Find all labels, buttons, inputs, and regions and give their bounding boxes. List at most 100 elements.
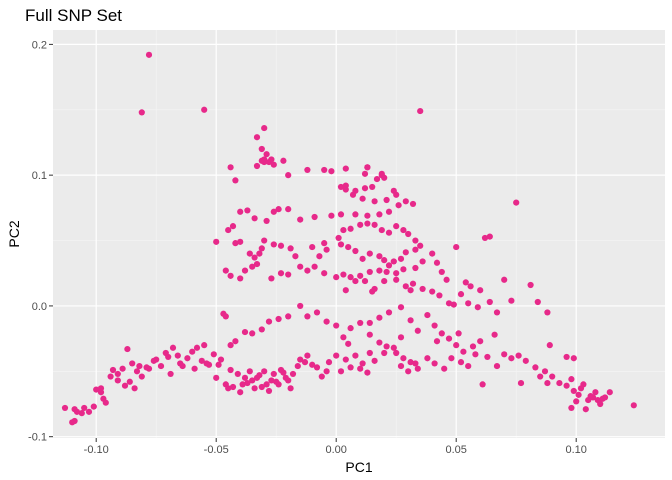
- data-point: [381, 277, 388, 285]
- data-point: [225, 385, 232, 392]
- data-point: [107, 373, 114, 380]
- data-point: [129, 360, 136, 367]
- data-point: [193, 344, 201, 351]
- data-point: [433, 338, 441, 345]
- data-point: [412, 264, 419, 272]
- data-point: [537, 373, 544, 380]
- data-point: [433, 259, 441, 266]
- data-point: [321, 240, 328, 247]
- data-point: [309, 243, 316, 251]
- data-point: [409, 200, 417, 208]
- data-point: [285, 271, 292, 278]
- data-point: [493, 362, 501, 370]
- data-point: [508, 297, 515, 304]
- data-point: [414, 365, 421, 372]
- data-point: [357, 221, 364, 228]
- data-point: [210, 351, 217, 358]
- data-point: [258, 145, 265, 153]
- data-points: [61, 51, 637, 426]
- data-point: [402, 249, 409, 256]
- data-point: [337, 183, 345, 191]
- data-point: [347, 325, 354, 332]
- data-point: [237, 208, 244, 215]
- data-point: [376, 253, 383, 260]
- data-point: [361, 185, 369, 192]
- data-point: [234, 370, 241, 378]
- data-point: [484, 353, 491, 361]
- data-point: [527, 281, 534, 289]
- data-point: [383, 343, 390, 350]
- data-point: [493, 309, 501, 316]
- data-point: [227, 272, 234, 279]
- data-point: [467, 283, 474, 290]
- data-point: [376, 339, 383, 346]
- data-point: [138, 373, 145, 380]
- data-point: [313, 309, 321, 316]
- data-point: [246, 368, 253, 375]
- data-point: [376, 267, 383, 274]
- x-tick-label: 0.05: [445, 444, 466, 456]
- data-point: [445, 300, 453, 307]
- data-point: [333, 352, 340, 359]
- data-point: [270, 241, 277, 248]
- data-point: [534, 298, 541, 306]
- data-point: [472, 351, 479, 358]
- data-point: [400, 266, 407, 273]
- data-point: [246, 250, 253, 257]
- data-point: [114, 370, 121, 378]
- data-point: [297, 302, 304, 310]
- data-point: [397, 255, 405, 262]
- data-point: [517, 379, 525, 387]
- data-point: [453, 342, 460, 349]
- data-point: [297, 263, 304, 270]
- data-point: [419, 285, 426, 293]
- data-point: [268, 156, 275, 163]
- data-point: [258, 383, 265, 391]
- data-point: [227, 366, 234, 374]
- data-point: [417, 242, 424, 249]
- data-point: [563, 353, 570, 361]
- data-point: [366, 250, 373, 257]
- x-tick-label: -0.05: [204, 444, 229, 456]
- data-point: [232, 338, 239, 345]
- data-point: [237, 275, 244, 282]
- data-point: [393, 270, 400, 277]
- y-axis-title: PC2: [6, 220, 22, 247]
- data-point: [429, 250, 436, 257]
- data-point: [457, 359, 465, 366]
- data-point: [376, 314, 383, 321]
- chart-title: Full SNP Set: [25, 6, 122, 25]
- data-point: [333, 274, 340, 281]
- data-point: [589, 394, 597, 401]
- data-point: [251, 215, 258, 222]
- data-point: [381, 349, 388, 357]
- data-point: [215, 361, 222, 368]
- data-point: [323, 318, 330, 325]
- data-point: [191, 365, 198, 372]
- data-point: [405, 368, 412, 375]
- data-point: [563, 382, 570, 389]
- data-point: [357, 365, 364, 372]
- data-point: [213, 374, 220, 381]
- data-point: [340, 271, 347, 278]
- data-point: [270, 370, 277, 378]
- data-point: [429, 288, 436, 295]
- data-point: [385, 229, 393, 236]
- data-point: [225, 226, 232, 234]
- data-point: [253, 162, 261, 170]
- data-point: [486, 298, 493, 306]
- data-point: [395, 202, 402, 209]
- data-point: [136, 362, 143, 370]
- data-point: [592, 389, 599, 396]
- data-point: [126, 378, 133, 385]
- data-point: [383, 196, 390, 204]
- data-point: [253, 374, 261, 381]
- data-point: [232, 177, 239, 184]
- data-point: [222, 267, 229, 274]
- data-point: [201, 106, 208, 113]
- data-point: [292, 253, 299, 260]
- data-point: [287, 385, 294, 392]
- data-point: [570, 355, 577, 362]
- data-point: [261, 237, 268, 244]
- data-point: [275, 206, 282, 213]
